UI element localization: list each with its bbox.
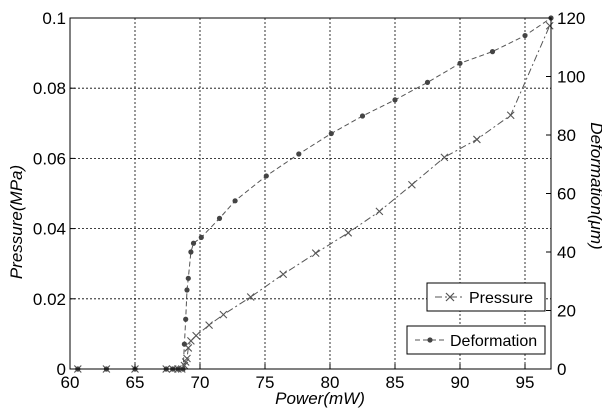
series-pressure-point-14: [219, 310, 228, 319]
series-pressure-point-24: [545, 21, 554, 30]
series-pressure-point-22: [473, 135, 481, 144]
legend-deformation-marker: [427, 337, 433, 343]
series-pressure-point-16: [279, 270, 288, 279]
series-pressure-line: [77, 25, 551, 370]
series-deformation-point-20: [392, 97, 398, 103]
series-layer: [73, 15, 554, 373]
series-pressure-point-15: [246, 293, 255, 301]
series-deformation-point-17: [296, 151, 302, 157]
x-tick-label-0: 60: [61, 373, 80, 392]
series-deformation-point-12: [190, 240, 197, 246]
series-deformation-point-15: [232, 198, 238, 204]
series-deformation-point-14: [216, 215, 223, 221]
legend-pressure-marker: [445, 292, 455, 302]
series-pressure-point-23: [506, 111, 515, 120]
legend-deformation-label: Deformation: [450, 333, 537, 350]
series-deformation-point-21: [424, 79, 431, 85]
y-axis-left-label: Pressure(MPa): [7, 165, 26, 279]
series-pressure-point-21: [440, 153, 449, 162]
x-tick-label-7: 95: [516, 373, 535, 392]
x-tick-label-3: 75: [256, 373, 275, 392]
y-right-tick-label-0: 0: [557, 360, 566, 379]
x-axis-label: Power(mW): [275, 389, 365, 408]
series-deformation-point-19: [359, 113, 366, 119]
y-right-tick-label-6: 120: [557, 9, 585, 28]
y-left-tick-label-2: 0.04: [33, 220, 66, 239]
series-pressure-point-12: [192, 331, 200, 340]
y-right-tick-label-5: 100: [557, 68, 585, 87]
grid: [69, 17, 551, 370]
series-deformation-point-22: [457, 60, 463, 66]
x-tick-label-6: 90: [451, 373, 470, 392]
y-right-tick-label-3: 60: [557, 185, 576, 204]
x-tick-label-4: 80: [321, 373, 340, 392]
series-deformation-point-18: [328, 130, 334, 137]
series-deformation-point-10: [185, 275, 191, 281]
legend-pressure: Pressure: [426, 282, 546, 312]
series-pressure-point-18: [344, 228, 353, 237]
series-deformation-point-23: [489, 49, 496, 55]
y-right-tick-label-4: 80: [557, 126, 576, 145]
series-deformation-point-24: [522, 32, 528, 39]
series-deformation-point-9: [184, 287, 190, 293]
series-deformation-line: [77, 17, 552, 370]
y-left-tick-label-4: 0.08: [33, 79, 66, 98]
y-left-tick-label-3: 0.06: [33, 149, 66, 168]
series-deformation-point-11: [188, 249, 194, 255]
series-deformation-point-8: [183, 316, 189, 322]
plot-frame: [69, 17, 552, 370]
x-tick-label-5: 85: [386, 373, 405, 392]
series-pressure-point-9: [183, 354, 191, 363]
series-deformation-point-13: [198, 234, 204, 240]
y-left-tick-label-1: 0.02: [33, 290, 66, 309]
legend-deformation: Deformation: [406, 325, 546, 355]
y-right-tick-label-1: 20: [557, 302, 576, 321]
ticks: 60 65 70 75 80 85 90 95 0 0.02 0.04 0.06 0.08 0.1 0 20 4…: [33, 9, 585, 392]
series-pressure-point-20: [408, 180, 416, 189]
y-left-tick-label-5: 0.1: [42, 9, 66, 28]
y-right-tick-label-2: 40: [557, 243, 576, 262]
series-pressure-point-19: [375, 207, 384, 216]
x-tick-label-1: 65: [126, 373, 145, 392]
series-deformation-point-16: [263, 173, 269, 179]
series-pressure-point-13: [205, 321, 213, 330]
legend-pressure-box: [426, 282, 546, 312]
x-tick-label-2: 70: [191, 373, 210, 392]
series-deformation-point-7: [181, 341, 187, 347]
y-left-tick-label-0: 0: [57, 360, 66, 379]
y-axis-right-label: Deformation(μm): [587, 122, 602, 249]
series-pressure-point-17: [311, 249, 320, 258]
legend-pressure-label: Pressure: [469, 290, 533, 307]
